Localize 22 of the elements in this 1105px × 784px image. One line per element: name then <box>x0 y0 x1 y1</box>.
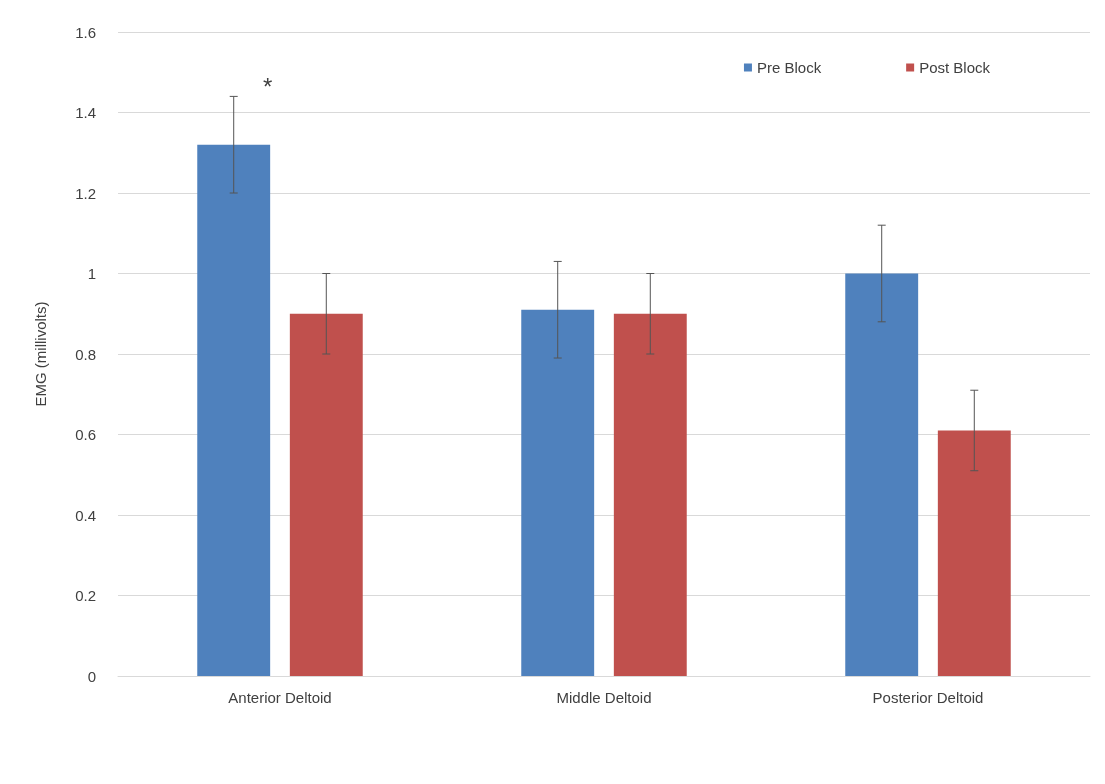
legend-label: Pre Block <box>756 59 822 76</box>
y-tick-label: 0.6 <box>75 426 96 443</box>
x-tick-label: Middle Deltoid <box>556 689 652 706</box>
y-tick-label: 1.4 <box>75 104 96 121</box>
x-tick-label: Posterior Deltoid <box>872 689 984 706</box>
y-tick-label: 1.2 <box>75 184 96 202</box>
x-tick-label: Anterior Deltoid <box>228 689 332 706</box>
bar <box>845 273 919 676</box>
bar <box>289 313 363 676</box>
bar <box>937 430 1011 676</box>
bar <box>521 309 595 676</box>
y-tick-label: 0.2 <box>75 587 96 604</box>
y-tick-label: 1.6 <box>75 23 96 41</box>
bar <box>613 313 687 676</box>
bar <box>197 144 271 676</box>
y-tick-label: 1 <box>87 265 96 282</box>
annotation: * <box>263 72 273 100</box>
y-axis-title: EMG (millivolts) <box>32 301 49 407</box>
y-tick-label: 0.8 <box>75 345 96 363</box>
y-tick-label: 0.4 <box>75 506 96 524</box>
legend-label: Post Block <box>919 59 991 76</box>
y-tick-label: 0 <box>87 667 96 685</box>
